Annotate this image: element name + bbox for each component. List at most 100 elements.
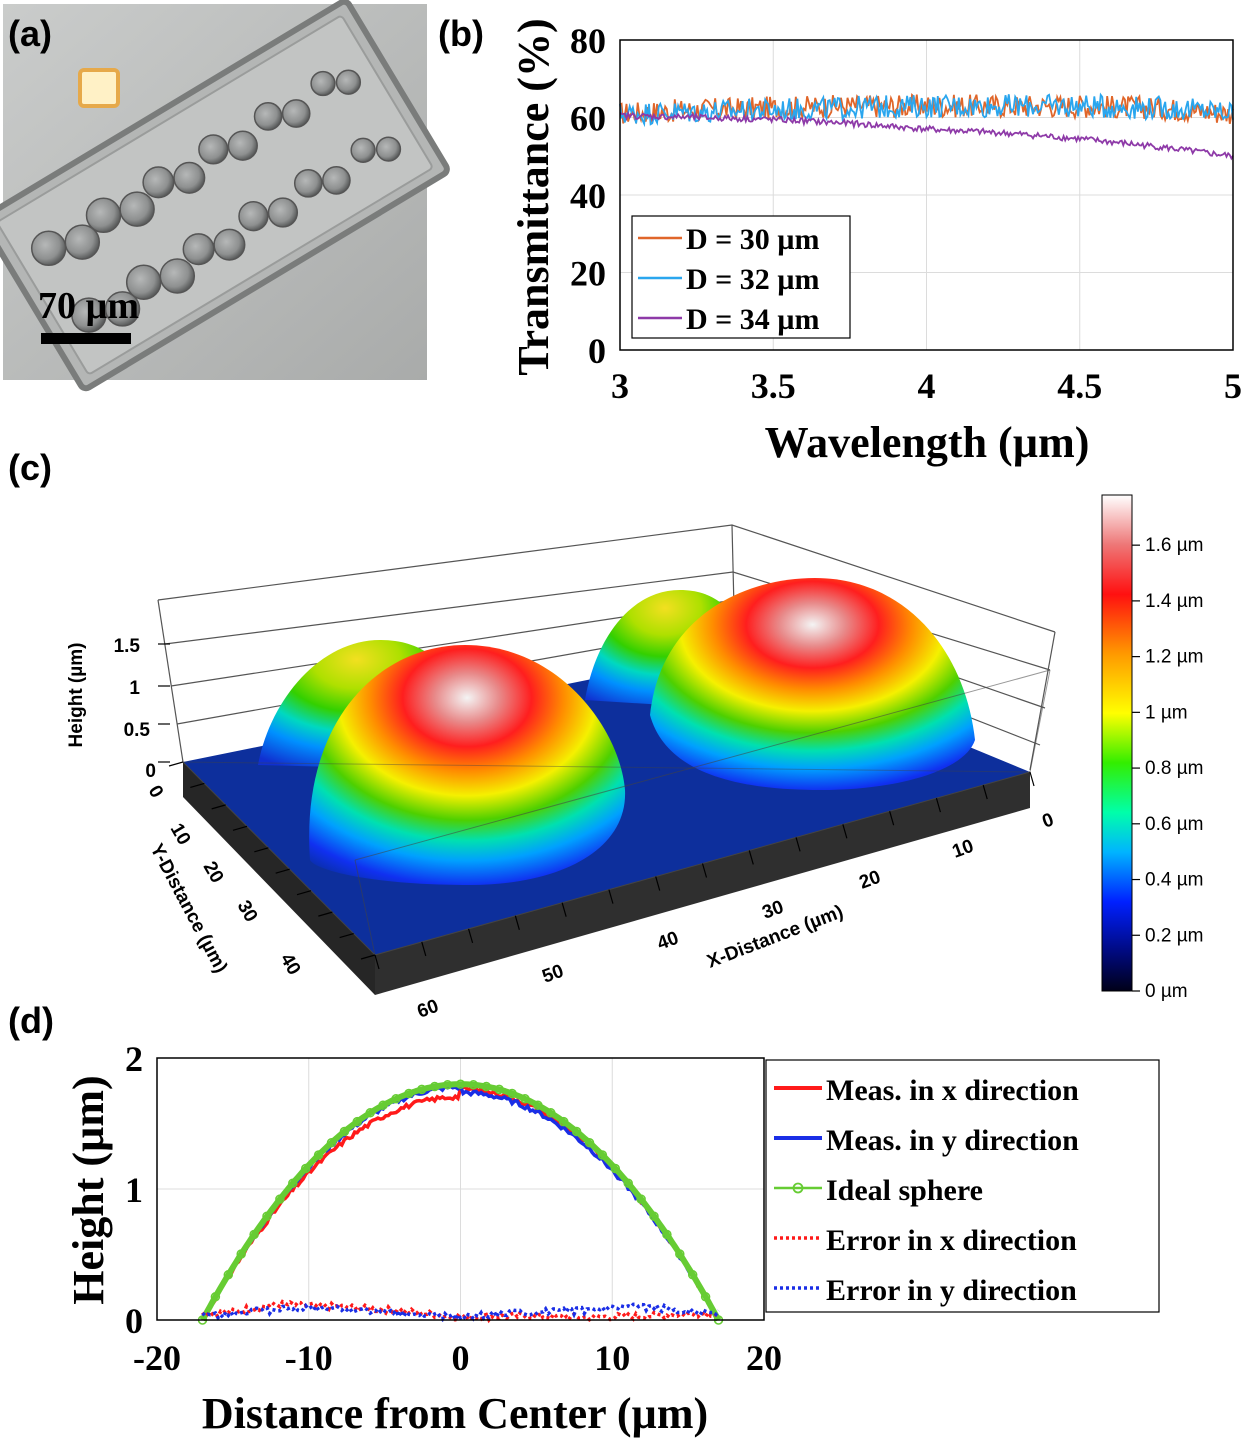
- y-tick-40: 40: [276, 950, 305, 979]
- panel-d-ticks: -20 -10 0 10 20 0 1 2: [125, 1039, 782, 1378]
- ideal-sphere-marker: [378, 1100, 388, 1110]
- legend-label-d30: D = 30 µm: [686, 223, 820, 256]
- x-axis-tickmark: [608, 889, 614, 904]
- colorbar-tick-label: 0.8 µm: [1145, 758, 1203, 779]
- legend-label-error-x: Error in x direction: [826, 1224, 1077, 1257]
- ideal-sphere-marker: [507, 1088, 517, 1099]
- microlens: [119, 191, 155, 227]
- ideal-sphere-marker: [610, 1163, 621, 1174]
- ideal-sphere-marker: [571, 1126, 582, 1137]
- panel-d-ylabel: Height (µm): [64, 1075, 113, 1304]
- y-tick-30: 30: [233, 897, 262, 926]
- b-ytick-label: 20: [570, 254, 606, 294]
- ideal-sphere-marker: [623, 1178, 633, 1188]
- ideal-sphere-marker: [546, 1108, 556, 1118]
- b-xtick-label: 3.5: [751, 366, 796, 406]
- panel-d-axes-box: [156, 1057, 765, 1321]
- panel-b-series: [619, 92, 1234, 161]
- y-axis-tickmark: [339, 932, 354, 939]
- colorbar-tick-label: 1 µm: [1145, 702, 1188, 723]
- panel-d-series: [197, 1079, 724, 1325]
- colorbar-tick-label: 1.2 µm: [1145, 647, 1203, 668]
- microlens: [30, 230, 67, 267]
- b-ytick-label: 0: [588, 331, 606, 371]
- legend-marker-ideal: [792, 1182, 804, 1194]
- b-xtick-label: 4: [918, 366, 936, 406]
- panel-a: (a) 70 µm: [0, 0, 450, 392]
- front-right-lens-dome: [650, 578, 975, 790]
- ideal-sphere-marker: [210, 1292, 221, 1302]
- panel-b: (b) 3 3.5 4 4.5 5 0 20 40 60 80 Wavelength (µm) T…: [438, 13, 1242, 467]
- d-ytick-label: 1: [125, 1170, 143, 1210]
- colorbar-ticks: 0 µm 0.2 µm 0.4 µm 0.6 µm 0.8 µm 1 µm 1.2 µm 1.…: [1132, 535, 1203, 1002]
- ideal-sphere-marker: [662, 1229, 672, 1240]
- ideal-sphere-marker: [300, 1163, 311, 1174]
- legend-label-d32: D = 32 µm: [686, 263, 820, 296]
- b-xtick-label: 3: [611, 366, 629, 406]
- panel-d-grid: [156, 1057, 765, 1321]
- ideal-sphere-marker: [442, 1080, 453, 1090]
- x-tick-50: 50: [540, 961, 567, 988]
- x-axis-tickmark: [935, 797, 942, 813]
- microlens-array: [30, 69, 402, 333]
- x-axis-tickmark: [748, 850, 754, 865]
- ideal-sphere-marker: [700, 1292, 711, 1302]
- ideal-sphere-marker: [313, 1150, 324, 1160]
- x-tick-10: 10: [950, 836, 977, 863]
- x-tick-40: 40: [655, 928, 682, 955]
- panel-d: (d) -20 -10 0 10 20 0 1 2 Distance from Center …: [8, 1000, 1160, 1438]
- ideal-sphere-marker: [494, 1084, 504, 1095]
- y-axis-tickmark: [190, 782, 205, 789]
- front-left-lens-dome: [309, 645, 626, 885]
- ideal-sphere-marker: [223, 1270, 234, 1280]
- x-axis-tickmark: [982, 784, 988, 800]
- microlens: [238, 201, 269, 232]
- d-series-4: [201, 1301, 720, 1324]
- microlens: [159, 258, 196, 294]
- microlens: [85, 197, 122, 234]
- ideal-sphere-marker: [326, 1137, 337, 1148]
- ideal-sphere-marker: [481, 1081, 492, 1092]
- ideal-sphere-marker: [597, 1150, 608, 1160]
- ideal-sphere-marker: [584, 1137, 595, 1148]
- microlens: [64, 224, 101, 260]
- ideal-sphere-marker: [288, 1178, 298, 1188]
- ideal-sphere-marker: [429, 1081, 440, 1092]
- colorbar: [1101, 494, 1133, 992]
- b-ytick-label: 60: [570, 99, 606, 139]
- d-xtick-label: 0: [452, 1338, 470, 1378]
- lens-array-chip: [0, 0, 450, 392]
- microlens: [310, 70, 336, 97]
- ideal-sphere-marker: [533, 1100, 543, 1110]
- y-axis-tickmark: [318, 911, 333, 917]
- d-ytick-label: 2: [125, 1039, 143, 1079]
- microlens: [104, 291, 141, 327]
- ideal-sphere-marker: [275, 1194, 285, 1204]
- microlens: [173, 161, 206, 194]
- panel-b-ticks: 3 3.5 4 4.5 5 0 20 40 60 80: [570, 21, 1242, 406]
- ideal-sphere-marker: [520, 1094, 530, 1104]
- scale-bar-label: 70 µm: [38, 285, 139, 327]
- x-axis-tickmark: [374, 954, 380, 970]
- z-tick-0.5: 0.5: [124, 720, 151, 741]
- panel-d-legend-box: [765, 1059, 1160, 1313]
- microlens: [253, 102, 283, 131]
- y-tick-0: 0: [144, 782, 167, 802]
- colorbar-tick-label: 0.6 µm: [1145, 814, 1203, 835]
- panel-b-ylabel: Transmittance (%): [509, 18, 558, 375]
- z-tick-1: 1: [129, 678, 140, 699]
- legend-label-d34: D = 34 µm: [686, 303, 820, 336]
- y-axis-tickmark: [254, 847, 269, 853]
- x-tick-0: 0: [1040, 809, 1057, 832]
- panel-d-legend: Meas. in x direction Meas. in y directio…: [765, 1059, 1160, 1313]
- ideal-sphere-marker: [687, 1270, 698, 1280]
- x-tick-20: 20: [857, 867, 884, 894]
- b-ytick-label: 80: [570, 21, 606, 61]
- microlens: [322, 166, 351, 195]
- z-tick-0: 0: [145, 761, 156, 782]
- microlens: [198, 134, 229, 165]
- panel-c: (c): [8, 447, 1203, 1023]
- panel-b-xlabel: Wavelength (µm): [765, 418, 1090, 467]
- y-axis-tickmark: [360, 954, 376, 960]
- legend-label-error-y: Error in y direction: [826, 1274, 1077, 1307]
